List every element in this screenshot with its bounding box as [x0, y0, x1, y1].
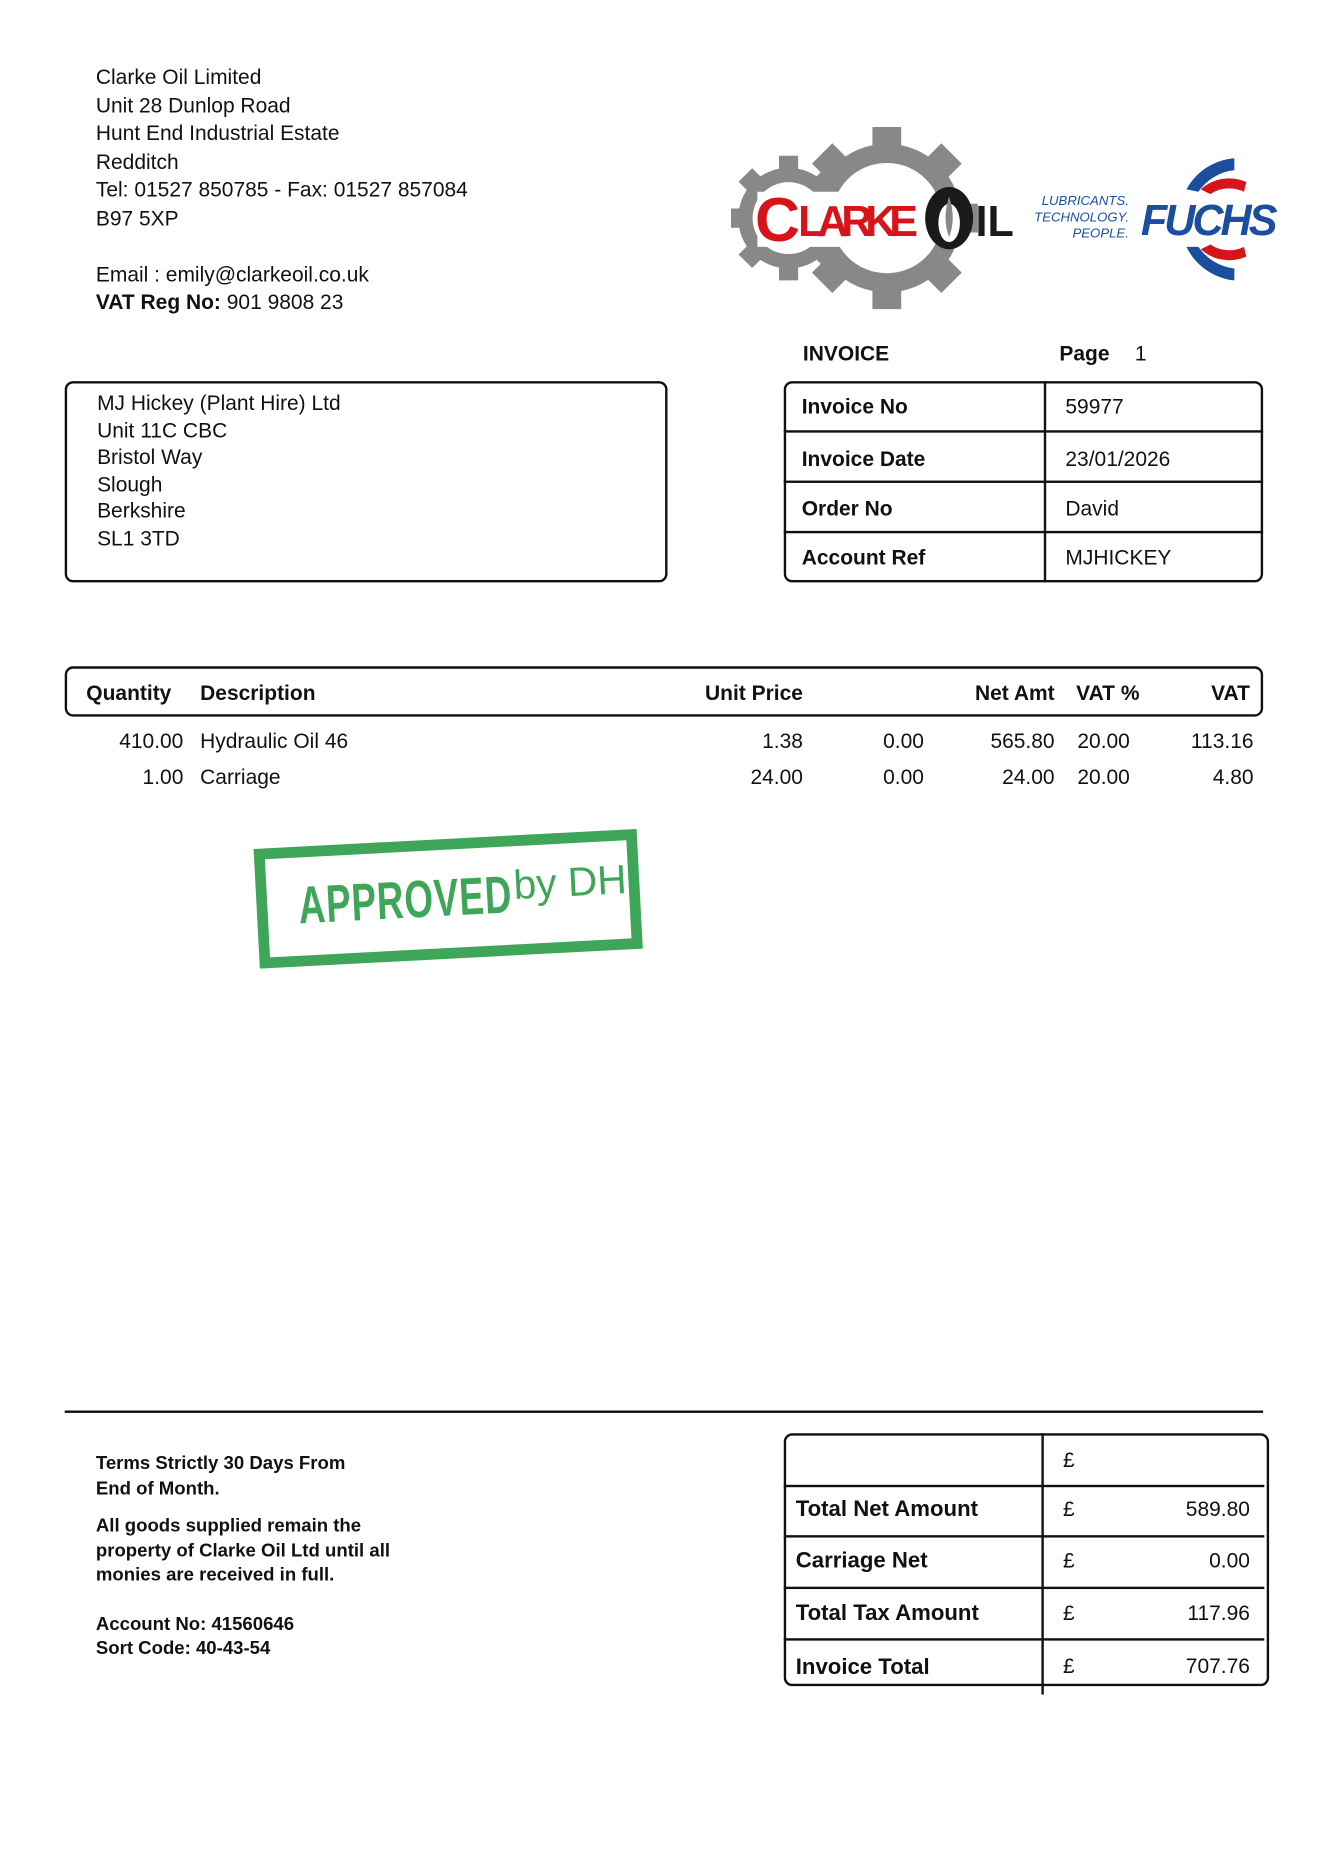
customer-line: Slough — [97, 471, 163, 496]
terms-line: property of Clarke Oil Ltd until all — [95, 1540, 391, 1561]
supplier-line: B97 5XP — [95, 206, 179, 231]
customer-line: MJ Hickey (Plant Hire) Ltd — [97, 390, 341, 415]
item-vat: 4.80 — [1212, 764, 1254, 789]
item-quantity: 1.00 — [142, 764, 184, 789]
total-net-value: 589.80 — [1185, 1496, 1250, 1521]
item-net-amt: 565.80 — [990, 728, 1055, 753]
col-net-amt: Net Amt — [974, 680, 1055, 705]
supplier-address: Clarke Oil Limited Unit 28 Dunlop Road H… — [96, 64, 468, 318]
order-no-label: Order No — [801, 496, 893, 521]
terms-text: Terms Strictly 30 Days From End of Month… — [96, 1452, 390, 1661]
invoice-title: INVOICE — [802, 341, 890, 366]
supplier-email: Email : emily@clarkeoil.co.uk — [95, 261, 369, 286]
fuchs-logo: FUCHS — [1141, 158, 1278, 281]
vat-value: 901 9808 23 — [226, 290, 344, 315]
currency-symbol: £ — [1062, 1548, 1075, 1573]
page-number: 1 — [1134, 341, 1147, 366]
tagline-line: PEOPLE. — [1072, 226, 1129, 241]
item-discount: 0.00 — [883, 764, 924, 789]
terms-line: All goods supplied remain the — [95, 1515, 362, 1537]
stamp-text: APPROVED — [297, 865, 514, 936]
currency-symbol: £ — [1062, 1601, 1075, 1626]
supplier-vat: VAT Reg No: 901 9808 23 — [96, 289, 468, 317]
customer-line: Unit 11C CBC — [97, 417, 228, 442]
supplier-line: Unit 28 Dunlop Road — [95, 92, 291, 117]
currency-symbol: £ — [1062, 1653, 1075, 1678]
col-vat: VAT — [1211, 680, 1250, 705]
sort-code: Sort Code: 40-43-54 — [95, 1638, 271, 1659]
customer-line: SL1 3TD — [97, 525, 180, 550]
customer-line: Bristol Way — [97, 444, 203, 469]
terms-line: End of Month. — [95, 1478, 220, 1499]
supplier-line: Tel: 01527 850785 - Fax: 01527 857084 — [95, 177, 468, 202]
total-tax-value: 117.96 — [1187, 1601, 1250, 1626]
item-vat: 113.16 — [1190, 728, 1254, 753]
currency-symbol: £ — [1062, 1496, 1075, 1521]
customer-line: Berkshire — [97, 498, 186, 523]
carriage-net-label: Carriage Net — [795, 1547, 928, 1573]
order-no-value: David — [1065, 496, 1120, 521]
invoice-no-label: Invoice No — [801, 394, 908, 419]
approved-stamp: APPROVED by DH — [253, 828, 643, 969]
stamp-suffix: by DH — [512, 857, 628, 909]
item-vat-pct: 20.00 — [1077, 728, 1130, 753]
invoice-total-label: Invoice Total — [795, 1653, 930, 1679]
total-net-label: Total Net Amount — [795, 1495, 979, 1521]
supplier-line: Redditch — [95, 149, 179, 174]
invoice-date-label: Invoice Date — [801, 447, 926, 471]
svg-text:FUCHS: FUCHS — [1141, 197, 1278, 245]
invoice-no-value: 59977 — [1065, 394, 1124, 419]
svg-text:LARKE: LARKE — [798, 198, 918, 246]
tagline-line: TECHNOLOGY. — [1034, 210, 1129, 225]
supplier-line: Clarke Oil Limited — [95, 64, 262, 89]
item-net-amt: 24.00 — [1002, 764, 1055, 789]
account-ref-label: Account Ref — [801, 545, 926, 570]
total-tax-label: Total Tax Amount — [795, 1599, 979, 1626]
fuchs-tagline: LUBRICANTS. TECHNOLOGY. PEOPLE. — [1021, 194, 1129, 243]
account-ref-value: MJHICKEY — [1065, 545, 1172, 570]
account-no: Account No: 41560646 — [95, 1613, 295, 1635]
totals-box — [783, 1433, 1270, 1687]
currency-symbol: £ — [1062, 1447, 1075, 1472]
terms-line: Terms Strictly 30 Days From — [95, 1453, 346, 1475]
page-label: Page — [1059, 341, 1110, 366]
vat-label: VAT Reg No: — [95, 290, 221, 315]
col-unit-price: Unit Price — [705, 680, 803, 705]
clarke-oil-logo: C LARKE IL — [731, 127, 1013, 310]
carriage-net-value: 0.00 — [1209, 1548, 1250, 1573]
item-discount: 0.00 — [883, 728, 924, 753]
item-unit-price: 1.38 — [762, 728, 803, 753]
item-quantity: 410.00 — [119, 728, 184, 753]
terms-line: monies are received in full. — [95, 1565, 335, 1586]
col-vat-pct: VAT % — [1076, 680, 1140, 705]
item-description: Hydraulic Oil 46 — [200, 728, 349, 753]
items-header — [64, 666, 1264, 717]
svg-text:IL: IL — [975, 198, 1012, 246]
invoice-total-value: 707.76 — [1185, 1653, 1250, 1678]
col-description: Description — [200, 680, 316, 705]
item-description: Carriage — [200, 764, 281, 789]
invoice-date-value: 23/01/2026 — [1065, 447, 1171, 471]
tagline-line: LUBRICANTS. — [1041, 194, 1129, 209]
customer-address-box: MJ Hickey (Plant Hire) Ltd Unit 11C CBC … — [64, 381, 668, 583]
footer-divider — [64, 1410, 1264, 1413]
svg-text:C: C — [755, 186, 800, 255]
item-vat-pct: 20.00 — [1077, 764, 1130, 789]
item-unit-price: 24.00 — [750, 764, 803, 789]
supplier-line: Hunt End Industrial Estate — [95, 121, 340, 146]
col-quantity: Quantity — [86, 680, 172, 705]
